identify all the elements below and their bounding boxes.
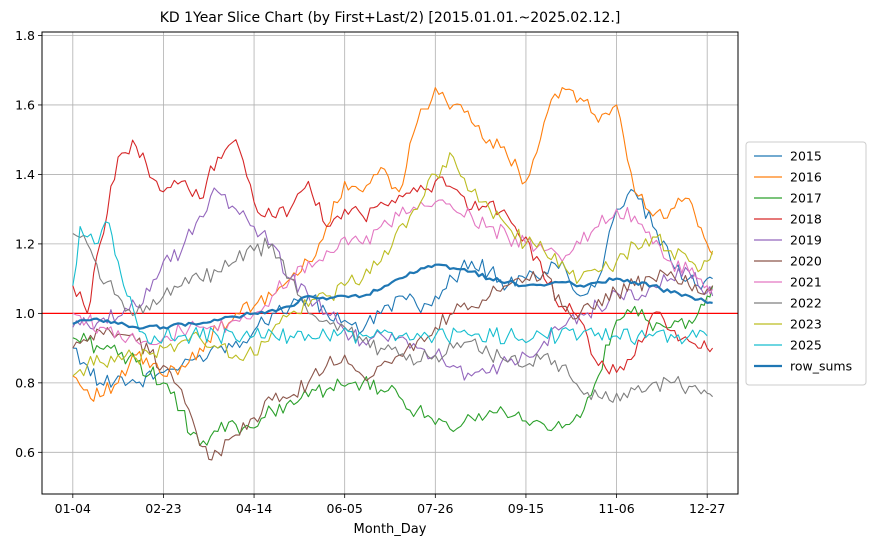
plot-frame xyxy=(41,31,739,495)
series-line-2018 xyxy=(72,139,714,375)
y-tick-label: 0.6 xyxy=(15,445,35,460)
x-tick-label: 09-15 xyxy=(508,501,544,516)
legend-label: 2020 xyxy=(790,254,822,269)
x-axis-ticks: 01-04 02-23 04-14 06-05 07-26 09-15 11-06 12-27 xyxy=(55,494,725,516)
y-tick-label: 1.2 xyxy=(15,236,35,251)
series-line-2023 xyxy=(72,152,714,377)
legend-label: row_sums xyxy=(790,359,852,374)
x-tick-label: 07-26 xyxy=(417,501,453,516)
y-axis-ticks: 0.6 0.8 1.0 1.2 1.4 1.6 1.8 xyxy=(15,28,42,460)
series-line-2017 xyxy=(72,285,714,446)
legend-label: 2022 xyxy=(790,296,822,311)
series-line-2022 xyxy=(72,233,713,403)
legend-label: 2023 xyxy=(790,317,822,332)
series-line-2025 xyxy=(72,221,708,346)
x-tick-label: 04-14 xyxy=(236,501,272,516)
x-tick-label: 12-27 xyxy=(689,501,725,516)
legend-label: 2016 xyxy=(790,170,822,185)
legend-label: 2015 xyxy=(790,149,822,164)
legend-label: 2018 xyxy=(790,212,822,227)
series-line-2016 xyxy=(72,87,714,402)
legend-label: 2021 xyxy=(790,275,822,290)
y-tick-label: 1.4 xyxy=(15,167,35,182)
series-line-row_sums xyxy=(72,263,713,330)
x-tick-label: 02-23 xyxy=(145,501,181,516)
series-lines xyxy=(72,87,714,461)
y-tick-label: 1.8 xyxy=(15,28,35,43)
series-line-2020 xyxy=(72,269,714,461)
legend-label: 2017 xyxy=(790,191,822,206)
series-line-2015 xyxy=(72,188,713,388)
x-axis-label: Month_Day xyxy=(354,522,427,537)
legend-label: 2025 xyxy=(790,338,822,353)
gridlines xyxy=(42,32,738,494)
y-tick-label: 1.6 xyxy=(15,97,35,112)
y-tick-label: 0.8 xyxy=(15,375,35,390)
legend: 2015 2016 2017 2018 2019 2020 2021 2022 2023 2025… xyxy=(745,141,867,386)
y-tick-label: 1.0 xyxy=(15,306,35,321)
x-tick-label: 06-05 xyxy=(327,501,363,516)
x-tick-label: 01-04 xyxy=(55,501,91,516)
chart-title: KD 1Year Slice Chart (by First+Last/2) [… xyxy=(160,10,621,26)
series-line-2021 xyxy=(72,199,714,346)
x-tick-label: 11-06 xyxy=(598,501,634,516)
legend-label: 2019 xyxy=(790,233,822,248)
